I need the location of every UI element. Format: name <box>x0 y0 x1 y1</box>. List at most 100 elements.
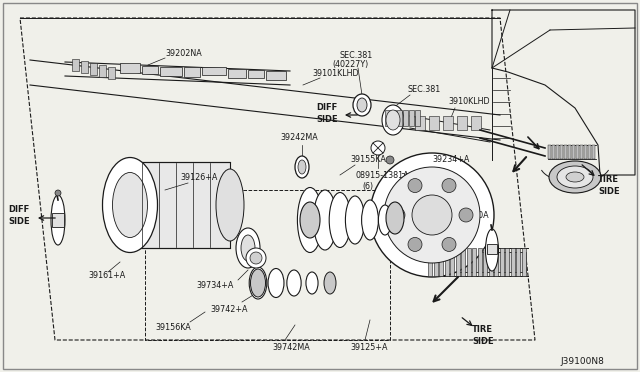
Circle shape <box>250 252 262 264</box>
Circle shape <box>408 179 422 193</box>
Ellipse shape <box>216 169 244 241</box>
Circle shape <box>371 141 385 155</box>
Circle shape <box>442 179 456 193</box>
Bar <box>522 248 525 276</box>
Bar <box>385 110 390 126</box>
Bar <box>99 65 106 77</box>
Ellipse shape <box>549 161 601 193</box>
Text: 39161+A: 39161+A <box>88 270 125 279</box>
Bar <box>391 110 396 126</box>
Text: 39156KA: 39156KA <box>155 324 191 333</box>
Bar <box>592 145 595 159</box>
Ellipse shape <box>346 196 365 244</box>
Bar <box>580 145 583 159</box>
Bar <box>443 116 453 130</box>
Text: 39234+A: 39234+A <box>432 155 469 164</box>
Circle shape <box>459 208 473 222</box>
Bar <box>488 248 493 276</box>
Bar <box>456 248 460 276</box>
Bar <box>552 145 555 159</box>
Circle shape <box>412 195 452 235</box>
Text: 08915-1381A: 08915-1381A <box>355 170 408 180</box>
Ellipse shape <box>357 98 367 112</box>
Ellipse shape <box>382 105 404 135</box>
Circle shape <box>246 248 266 268</box>
Ellipse shape <box>566 172 584 182</box>
Text: DIFF: DIFF <box>316 103 337 112</box>
Text: (40227Y): (40227Y) <box>332 60 368 68</box>
Bar <box>52 213 64 227</box>
Circle shape <box>391 208 405 222</box>
Ellipse shape <box>51 195 65 245</box>
Circle shape <box>55 190 61 196</box>
Text: SIDE: SIDE <box>472 337 493 346</box>
Bar <box>228 69 246 78</box>
Bar <box>108 67 115 79</box>
Bar <box>483 248 487 276</box>
Bar <box>120 63 140 73</box>
Text: SEC.381: SEC.381 <box>408 86 441 94</box>
Text: 39202NA: 39202NA <box>165 49 202 58</box>
Ellipse shape <box>353 94 371 116</box>
Bar <box>584 145 587 159</box>
Bar <box>560 145 563 159</box>
Ellipse shape <box>362 200 378 240</box>
Bar <box>81 61 88 73</box>
Ellipse shape <box>300 202 320 238</box>
Bar <box>397 110 402 126</box>
Ellipse shape <box>329 192 351 247</box>
Bar <box>248 70 264 78</box>
Bar <box>428 248 432 276</box>
Bar <box>184 67 200 77</box>
Ellipse shape <box>113 173 147 237</box>
Bar <box>471 116 481 130</box>
Bar <box>461 248 465 276</box>
Text: 39242+A: 39242+A <box>400 173 438 183</box>
Bar <box>511 248 515 276</box>
Ellipse shape <box>386 202 404 234</box>
Ellipse shape <box>306 272 318 294</box>
Text: 39242MA: 39242MA <box>280 134 317 142</box>
Text: TIRE: TIRE <box>472 326 493 334</box>
Text: 39742+A: 39742+A <box>210 305 248 314</box>
Bar <box>130 162 230 248</box>
Ellipse shape <box>298 187 323 253</box>
Bar <box>142 66 158 74</box>
Bar <box>499 248 504 276</box>
Text: (6): (6) <box>362 182 373 190</box>
Text: J39100N8: J39100N8 <box>560 357 604 366</box>
Bar <box>415 110 420 126</box>
Text: SEC.381: SEC.381 <box>340 51 373 60</box>
Bar <box>429 116 439 130</box>
Circle shape <box>442 237 456 251</box>
Text: 3910KLHD: 3910KLHD <box>448 97 490 106</box>
Text: SIDE: SIDE <box>316 115 338 125</box>
Text: 39155KA: 39155KA <box>350 155 386 164</box>
Ellipse shape <box>325 274 335 292</box>
Bar <box>494 248 498 276</box>
Text: 39100A: 39100A <box>458 211 488 219</box>
Bar <box>409 110 414 126</box>
Bar <box>588 145 591 159</box>
Bar <box>568 145 571 159</box>
Text: 39101KLHD: 39101KLHD <box>312 70 358 78</box>
Ellipse shape <box>268 269 284 298</box>
Ellipse shape <box>295 156 309 178</box>
Ellipse shape <box>486 229 499 271</box>
Bar <box>266 71 286 80</box>
Text: 39125+A: 39125+A <box>350 343 387 353</box>
Text: SIDE: SIDE <box>8 218 29 227</box>
Text: 39126+A: 39126+A <box>180 173 218 183</box>
Bar <box>433 248 438 276</box>
Bar <box>556 145 559 159</box>
Bar <box>403 110 408 126</box>
Ellipse shape <box>102 157 157 253</box>
Text: TIRE: TIRE <box>598 176 619 185</box>
Ellipse shape <box>236 228 260 268</box>
Text: SIDE: SIDE <box>598 187 620 196</box>
Bar <box>72 59 79 71</box>
Ellipse shape <box>250 269 266 297</box>
Bar <box>160 67 182 76</box>
Bar <box>467 248 470 276</box>
Bar <box>90 63 97 75</box>
